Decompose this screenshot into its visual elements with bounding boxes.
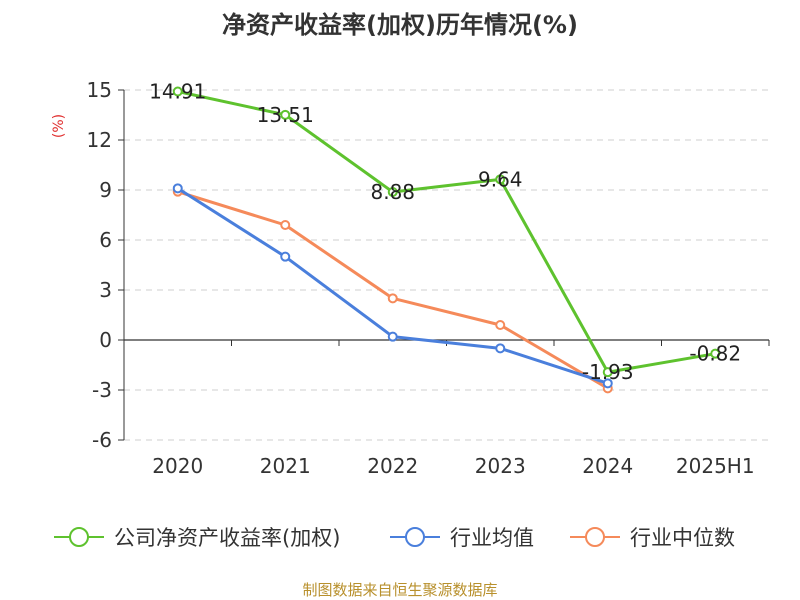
- data-point: [172, 86, 183, 97]
- y-tick-label: 12: [87, 128, 112, 152]
- x-tick-label: 2021: [260, 454, 311, 478]
- data-point: [387, 293, 398, 304]
- legend-label: 公司净资产收益率(加权): [114, 526, 340, 550]
- legend-swatch-marker: [69, 527, 89, 547]
- data-label: 14.91: [149, 80, 206, 104]
- x-tick-label: 2025H1: [676, 454, 755, 478]
- y-tick-label: 0: [99, 328, 112, 352]
- data-point: [387, 331, 398, 342]
- data-point: [387, 187, 398, 197]
- legend: 公司净资产收益率(加权) 行业均值 行业中位数: [54, 526, 735, 550]
- y-tick-label: 9: [99, 178, 112, 202]
- grid-lines: [124, 89, 769, 441]
- legend-item: 行业中位数: [570, 526, 735, 550]
- legend-label: 行业均值: [450, 526, 534, 550]
- chart-title: 净资产收益率(加权)历年情况(%): [222, 11, 578, 39]
- source-note: 制图数据来自恒生聚源数据库: [302, 581, 497, 599]
- series-lines: [172, 86, 721, 394]
- legend-label: 行业中位数: [630, 526, 735, 550]
- data-label: -0.82: [689, 342, 741, 366]
- data-label: 8.88: [370, 180, 415, 204]
- data-point: [495, 174, 506, 185]
- data-point: [495, 320, 506, 330]
- y-axis-label: (%): [51, 114, 67, 138]
- axes: 15 12 9 6 3 0 -3 -6 2020 2021 2022 2023 2024 2025H1: [87, 78, 770, 478]
- y-tick-label: -3: [92, 378, 112, 402]
- legend-item: 行业均值: [390, 526, 534, 550]
- x-tick-label: 2024: [582, 454, 633, 478]
- data-point: [172, 183, 183, 194]
- data-labels: 14.91 13.51 8.88 9.64 -1.93 -0.82: [149, 80, 741, 385]
- series-line: [176, 187, 609, 385]
- data-label: 9.64: [478, 167, 523, 191]
- y-tick-label: 6: [99, 228, 112, 252]
- data-point: [280, 251, 291, 262]
- data-point: [602, 378, 613, 389]
- data-point: [280, 220, 291, 230]
- x-tick-label: 2023: [475, 454, 526, 478]
- data-label: -1.93: [582, 360, 634, 384]
- data-point: [280, 109, 291, 120]
- x-tick-label: 2020: [152, 454, 203, 478]
- legend-item: 公司净资产收益率(加权): [54, 526, 340, 550]
- data-point: [495, 343, 506, 354]
- series-line: [177, 90, 716, 374]
- data-point: [710, 348, 721, 359]
- y-tick-label: -6: [92, 428, 112, 452]
- legend-swatch-marker: [585, 527, 605, 547]
- y-tick-label: 3: [99, 278, 112, 302]
- data-label: 13.51: [257, 103, 314, 127]
- x-tick-label: 2022: [367, 454, 418, 478]
- legend-swatch-marker: [405, 527, 425, 547]
- y-tick-label: 15: [87, 78, 112, 102]
- data-point: [602, 367, 613, 378]
